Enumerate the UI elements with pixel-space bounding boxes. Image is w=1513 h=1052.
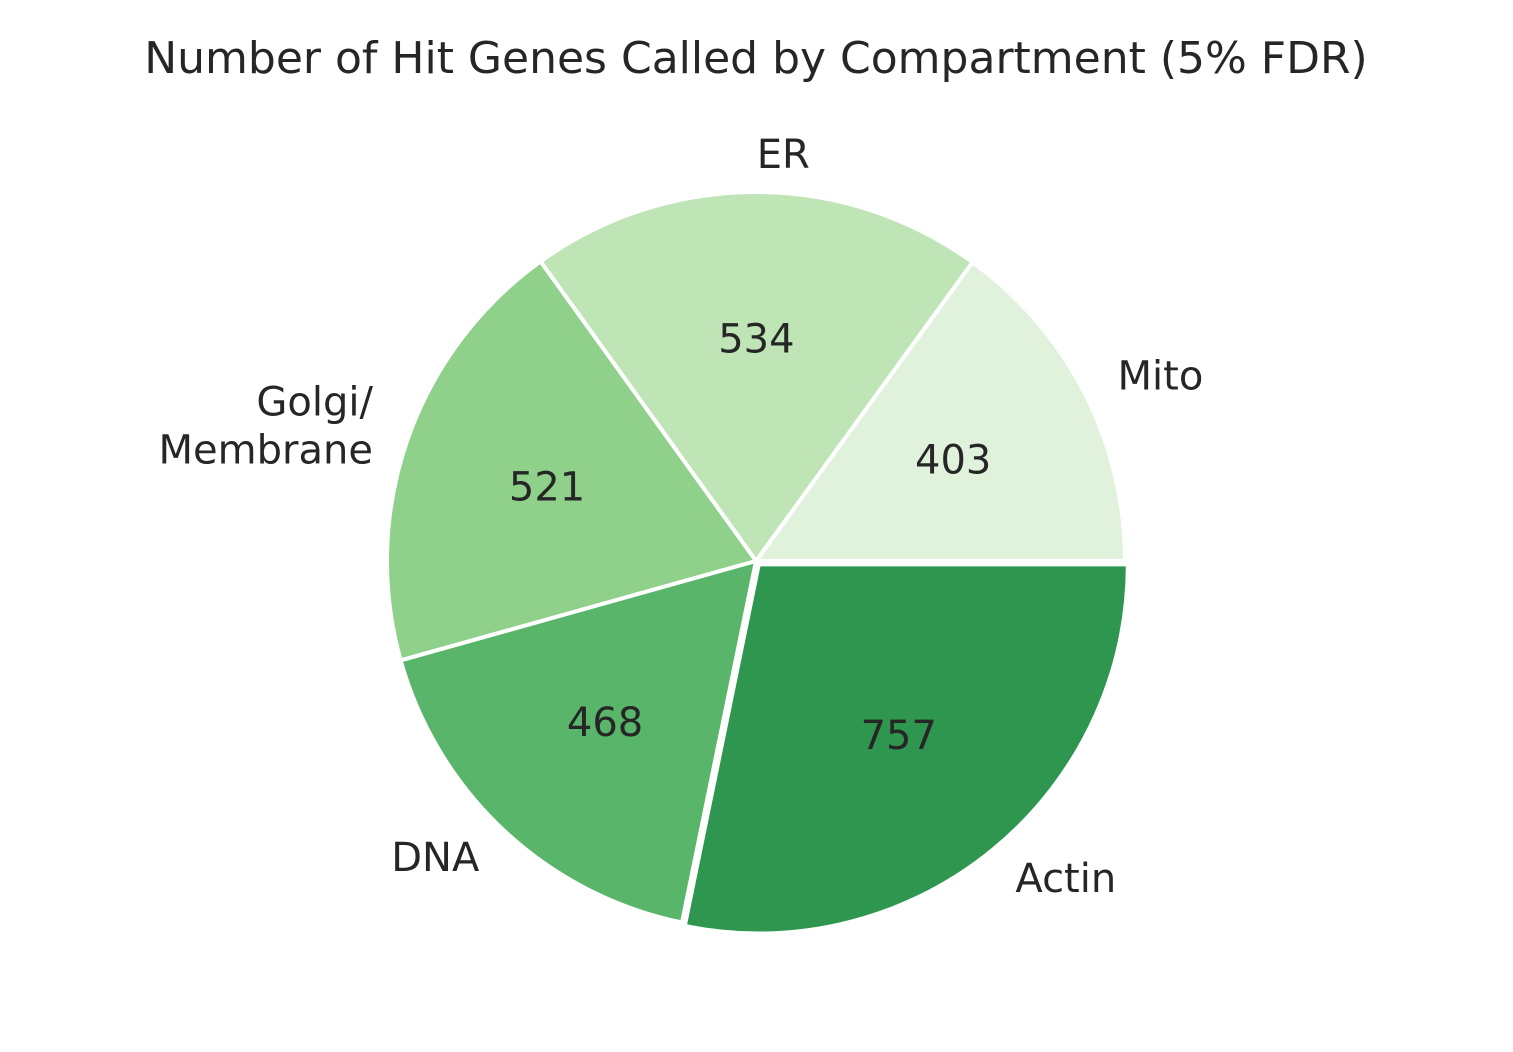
slice-mito (752, 259, 1128, 563)
slice-label-mito: Mito (1118, 353, 1204, 399)
slice-label-golgi-membrane: Golgi/Membrane (159, 380, 374, 474)
slice-dna (398, 558, 759, 925)
slice-actin (682, 562, 1130, 936)
pie-slices (385, 190, 1130, 936)
slice-golgi-membrane (385, 258, 760, 663)
value-label-dna: 468 (567, 700, 643, 746)
pie-labels: 403 Mito 534 ER 521 Golgi/Membrane 468 DNA 757 Ac… (159, 132, 1204, 902)
value-label-er: 534 (718, 317, 794, 363)
value-label-mito: 403 (915, 437, 991, 483)
value-label-actin: 757 (861, 713, 937, 759)
slice-label-dna: DNA (391, 835, 480, 881)
chart-title: Number of Hit Genes Called by Compartmen… (144, 33, 1367, 84)
slice-label-actin: Actin (1015, 856, 1116, 902)
value-label-golgi-membrane: 521 (509, 465, 585, 511)
slice-label-er: ER (757, 132, 810, 178)
slice-er (537, 190, 976, 565)
